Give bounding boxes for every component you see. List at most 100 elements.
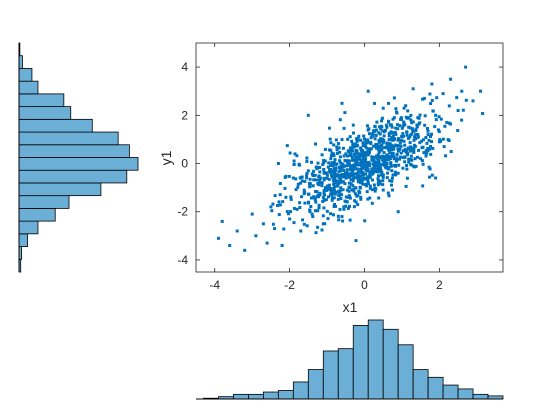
scatter-point — [329, 164, 333, 168]
scatter-point — [368, 196, 372, 200]
scatter-point — [381, 188, 385, 192]
scatter-point — [394, 132, 398, 136]
scatter-point — [352, 189, 356, 193]
scatter-point — [400, 126, 404, 130]
scatter-point — [387, 119, 391, 123]
scatter-point — [441, 137, 445, 141]
scatter-point — [396, 171, 400, 175]
scatter-point — [378, 132, 382, 136]
scatter-point — [337, 170, 341, 174]
scatter-point — [378, 179, 382, 183]
scatter-point — [366, 169, 370, 173]
scatter-point — [359, 174, 363, 178]
scatter-point — [399, 144, 403, 148]
scatter-point — [340, 101, 344, 105]
scatter-point — [407, 147, 411, 151]
scatter-point — [412, 129, 416, 133]
scatter-point — [366, 139, 370, 143]
x1-histogram-bar — [337, 348, 354, 400]
scatter-point — [300, 195, 304, 199]
scatter-point — [456, 109, 460, 112]
y1-histogram-bar — [18, 157, 139, 171]
scatter-point — [386, 146, 390, 150]
scatter-point — [328, 126, 331, 130]
scatter-point — [338, 168, 342, 172]
scatter-point — [434, 176, 438, 180]
scatter-point — [379, 147, 383, 151]
scatter-point — [401, 166, 405, 170]
scatter-point — [302, 222, 306, 226]
scatter-point — [322, 161, 326, 165]
scatter-point — [348, 146, 352, 150]
scatter-point — [365, 146, 369, 150]
scatter-point — [301, 218, 305, 222]
scatter-point — [382, 151, 386, 155]
scatter-point — [348, 186, 351, 190]
scatter-point — [288, 151, 292, 155]
scatter-point — [337, 142, 340, 146]
scatter-point — [372, 166, 376, 170]
scatter-point — [377, 174, 380, 178]
scatter-point — [430, 173, 434, 177]
scatter-point — [345, 188, 349, 192]
scatter-point — [271, 202, 275, 206]
scatter-point — [359, 162, 363, 166]
scatter-point — [380, 138, 384, 142]
scatter-point — [396, 147, 400, 151]
scatter-point — [359, 179, 363, 183]
scatter-point — [344, 152, 348, 156]
scatter-point — [363, 163, 367, 167]
scatter-point — [394, 107, 398, 111]
scatter-point — [334, 190, 338, 194]
scatter-point — [350, 171, 354, 174]
scatter-point — [405, 164, 409, 167]
scatter-point — [329, 188, 332, 192]
scatter-point — [430, 140, 434, 144]
scatter-point — [416, 116, 420, 120]
scatter-point — [305, 173, 309, 177]
scatter-point — [431, 109, 435, 113]
scatter-point — [399, 151, 403, 155]
scatter-point — [341, 180, 345, 184]
x1-histogram-bar — [352, 325, 369, 400]
scatter-point — [321, 199, 325, 203]
scatter-point — [412, 147, 416, 151]
scatter-point — [437, 130, 441, 134]
scatter-point — [309, 196, 313, 200]
scatter-point — [390, 169, 394, 173]
scatter-point — [305, 172, 309, 175]
scatter-point — [388, 179, 392, 183]
scatter-point — [394, 163, 398, 167]
scatter-point — [423, 123, 427, 127]
scatter-point — [425, 141, 429, 145]
scatter-point — [285, 144, 289, 148]
scatter-point — [339, 164, 343, 168]
scatter-point — [390, 183, 393, 187]
scatter-point — [358, 185, 362, 189]
scatter-point — [325, 188, 329, 192]
scatter-point — [376, 164, 380, 168]
scatter-point — [292, 159, 296, 163]
scatter-point — [385, 166, 389, 170]
scatter-point — [411, 87, 415, 91]
scatter-point — [311, 184, 315, 188]
scatter-point — [410, 132, 414, 136]
scatter-point — [372, 129, 375, 133]
scatter-point — [331, 164, 335, 167]
scatter-point — [351, 145, 355, 149]
scatter-point — [348, 181, 351, 185]
scatter-point — [317, 206, 321, 210]
scatter-point — [408, 141, 412, 145]
scatter-point — [351, 149, 355, 153]
scatter-point — [391, 131, 395, 135]
scatter-point — [416, 155, 419, 159]
scatter-point — [359, 146, 363, 150]
scatter-point — [405, 149, 409, 153]
scatter-point — [376, 177, 380, 181]
scatter-point — [360, 166, 364, 170]
scatter-point — [387, 148, 390, 152]
scatter-point — [329, 212, 333, 216]
scatter-point — [420, 139, 424, 143]
scatter-point — [378, 145, 381, 149]
